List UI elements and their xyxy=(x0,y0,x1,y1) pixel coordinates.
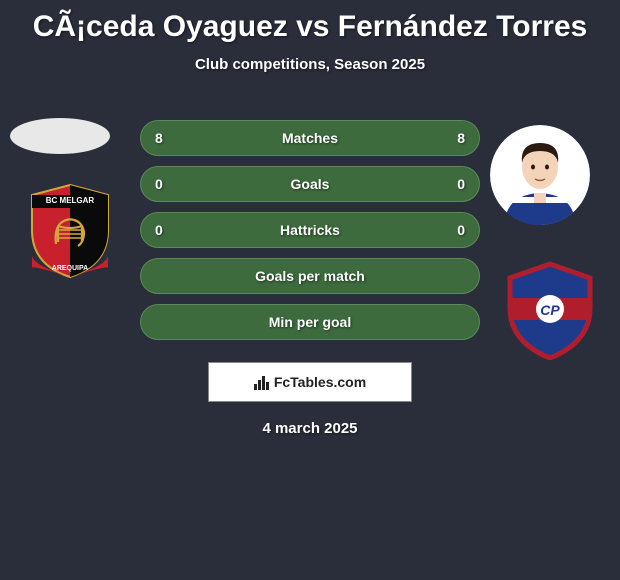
stat-row-goals: 0 Goals 0 xyxy=(140,166,480,202)
stats-container: 8 Matches 8 0 Goals 0 0 Hattricks 0 Goal… xyxy=(140,120,480,350)
stat-row-min-per-goal: Min per goal xyxy=(140,304,480,340)
stat-label: Goals per match xyxy=(255,268,365,284)
club-left-badge: BC MELGAR AREQUIPA xyxy=(20,180,120,280)
stat-value-right: 0 xyxy=(435,222,465,238)
stat-label: Hattricks xyxy=(280,222,340,238)
stat-value-left: 0 xyxy=(155,222,185,238)
player-right-avatar xyxy=(490,125,590,225)
svg-text:AREQUIPA: AREQUIPA xyxy=(52,265,88,272)
stat-row-hattricks: 0 Hattricks 0 xyxy=(140,212,480,248)
branding-label: FcTables.com xyxy=(274,374,366,390)
stat-label: Goals xyxy=(291,176,330,192)
subtitle: Club competitions, Season 2025 xyxy=(0,56,620,73)
stat-label: Matches xyxy=(282,130,338,146)
player-left-avatar xyxy=(10,118,110,154)
svg-text:CP: CP xyxy=(540,302,560,318)
stat-value-right: 0 xyxy=(435,176,465,192)
stat-value-left: 0 xyxy=(155,176,185,192)
svg-text:BC MELGAR: BC MELGAR xyxy=(46,196,95,205)
stat-label: Min per goal xyxy=(269,314,351,330)
stat-value-right: 8 xyxy=(435,130,465,146)
page-title: CÃ¡ceda Oyaguez vs Fernández Torres xyxy=(0,0,620,44)
date-label: 4 march 2025 xyxy=(0,420,620,437)
stat-row-matches: 8 Matches 8 xyxy=(140,120,480,156)
club-right-badge: CP xyxy=(500,260,600,360)
stat-row-goals-per-match: Goals per match xyxy=(140,258,480,294)
stat-value-left: 8 xyxy=(155,130,185,146)
cerro-shield-icon: CP xyxy=(500,260,600,360)
branding-logo: FcTables.com xyxy=(254,374,366,390)
melgar-shield-icon: BC MELGAR AREQUIPA xyxy=(20,180,120,280)
bars-icon xyxy=(254,374,270,390)
branding-box[interactable]: FcTables.com xyxy=(208,362,412,402)
